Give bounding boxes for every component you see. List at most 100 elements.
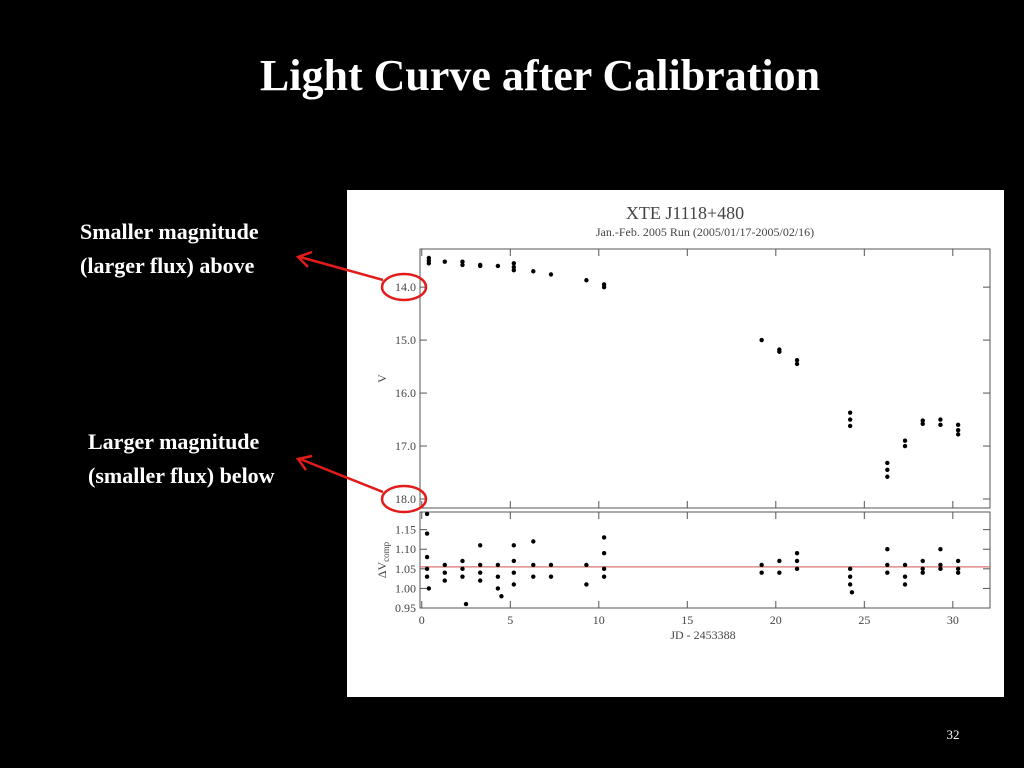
data-point [847,423,853,429]
data-point [920,570,925,575]
data-point [938,417,943,422]
data-point [902,562,908,568]
plot-frame [419,248,991,509]
y-axis-label-main: V [375,374,389,383]
annotation: Larger magnitude [88,429,260,454]
x-tick-label: 10 [593,613,605,627]
chart-title: XTE J1118+480 [626,203,744,223]
data-point [777,570,782,575]
x-tick-label: 25 [858,613,870,627]
data-point [885,547,890,552]
chart-panel [347,190,1004,697]
data-point [548,562,554,568]
data-point [601,574,607,579]
y-axis-label: ΔVcomp [375,541,391,578]
data-point [955,566,961,572]
data-point [920,418,925,423]
slide-title: Light Curve after Calibration [260,51,820,100]
annotation: (larger flux) above [80,253,255,278]
data-point [885,570,890,575]
data-point [885,467,890,473]
x-tick-label: 20 [770,613,782,627]
data-point [584,278,589,283]
data-point [584,582,589,587]
data-point [460,259,465,264]
data-point [477,263,483,269]
y-tick-label: 1.00 [395,581,416,595]
x-tick-label: 30 [947,613,959,627]
data-point [601,566,607,572]
plot: XTE J1118+480 Jan.-Feb. 2005 Run (2005/01… [375,203,991,642]
arrow-head [295,454,313,471]
data-point [548,574,554,579]
data-point [794,550,800,556]
y-tick-label: 16.0 [395,386,416,400]
data-point [777,349,782,354]
data-point [477,570,483,575]
data-point [442,259,447,264]
data-point [495,562,501,568]
data-point [511,264,517,270]
data-point [885,562,890,568]
data-point [426,586,432,591]
data-point [955,570,961,575]
data-point [847,566,853,572]
y-tick-label: 18.0 [395,492,416,506]
data-point [531,562,536,568]
data-point [424,531,430,536]
y-axis-label-main: ΔV [375,561,389,578]
data-point [424,511,430,517]
y-tick-label: 17.0 [395,439,416,453]
data-point [794,358,800,363]
data-point [426,261,432,266]
data-point [460,574,465,579]
arrow [299,255,384,282]
highlight-circle [380,272,428,302]
data-point [847,582,853,587]
data-point [477,562,483,568]
data-point [759,337,764,343]
data-point [442,578,447,583]
data-point [511,558,517,564]
chart-subtitle: Jan.-Feb. 2005 Run (2005/01/17-2005/02/1… [596,225,814,239]
data-point [794,566,800,572]
data-point [920,421,925,426]
y-tick-label: 1.10 [395,542,416,556]
page-number: 32 [947,727,960,742]
data-point [601,284,607,290]
data-point [794,558,800,564]
data-point [460,558,465,564]
data-point [584,562,589,568]
x-tick-label: 0 [419,613,425,627]
data-point [495,586,501,591]
data-point [442,562,447,568]
data-point [885,460,890,466]
data-point [548,272,554,277]
annotation: (smaller flux) below [88,463,275,488]
data-point [847,574,853,579]
data-point [424,554,430,560]
data-point [759,570,764,575]
data-point [902,582,908,587]
data-point [885,474,890,479]
data-point [463,601,469,607]
data-point [902,574,908,579]
data-point [601,535,607,540]
data-point [531,574,536,579]
data-point [495,263,501,269]
highlight-circle [380,484,428,514]
data-point [955,422,961,428]
data-point [920,558,925,564]
data-point [920,566,925,572]
data-point [794,361,800,367]
data-point [460,566,465,572]
data-point [424,574,430,579]
data-point [847,417,853,422]
data-point [511,543,517,548]
data-point [511,261,517,266]
data-point [495,574,501,579]
data-point [601,550,607,556]
x-tick-label: 15 [681,613,693,627]
data-point [477,543,483,548]
data-point [847,410,853,415]
